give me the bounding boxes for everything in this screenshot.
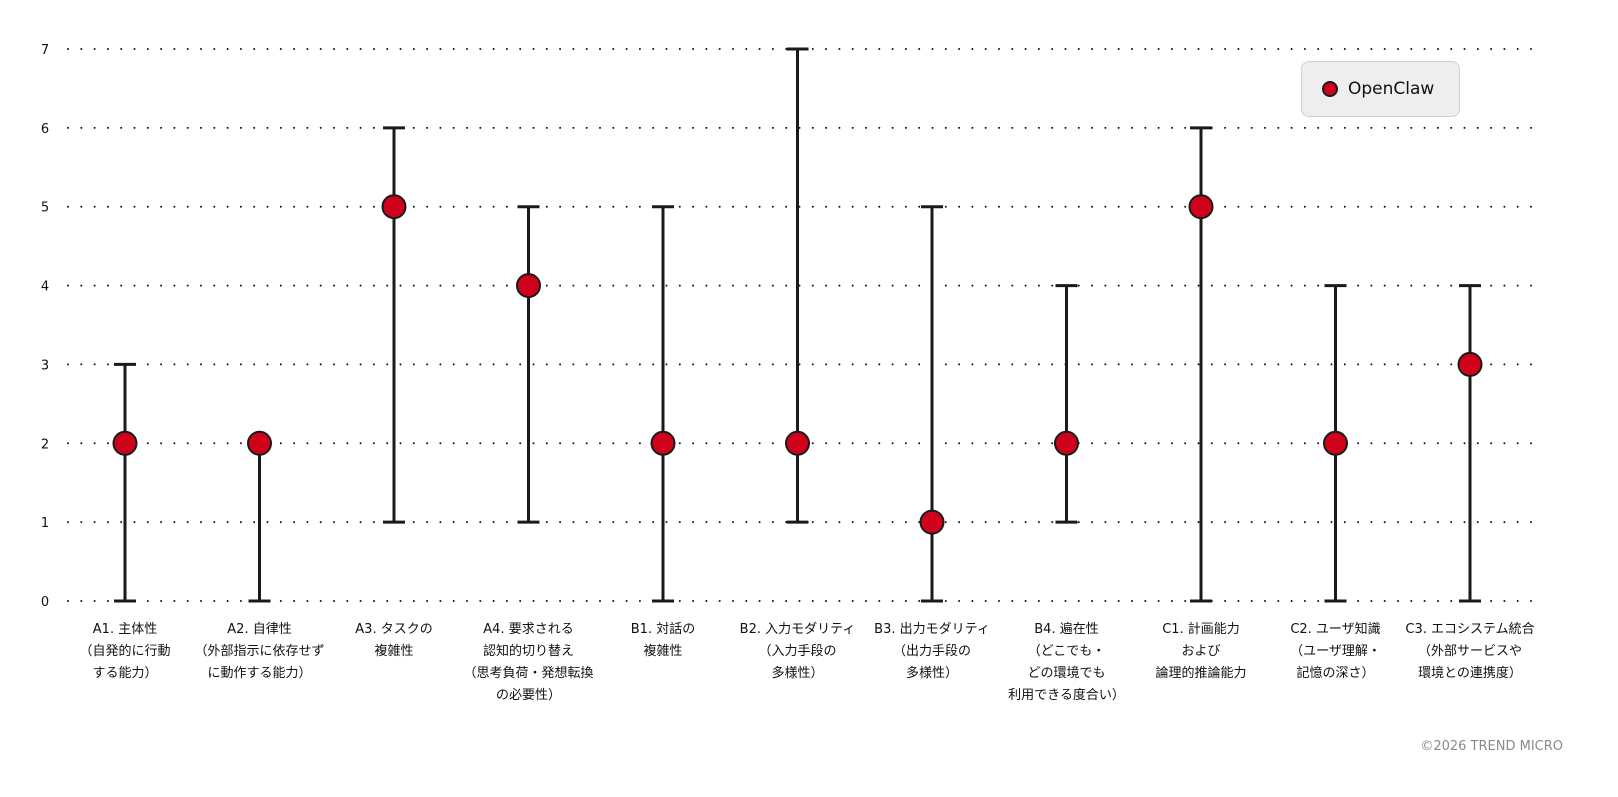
y-tick-label: 7 [41, 43, 49, 58]
data-point [1054, 430, 1079, 456]
x-tick-label-line: 記憶の深さ） [1296, 666, 1375, 681]
copyright: ©2026 TREND MICRO [1420, 739, 1563, 754]
x-tick-label-line: （自発的に行動 [79, 644, 171, 659]
x-tick-label-line: 論理的推論能力 [1155, 666, 1247, 681]
x-tick-label-line: B2. 入力モダリティ [739, 622, 856, 637]
x-tick-label: A1. 主体性 （自発的に行動 する能力） [55, 619, 195, 685]
y-tick-label: 4 [41, 280, 49, 295]
x-tick-label-line: 認知的切り替え [482, 644, 574, 659]
x-tick-label-line: （入力手段の [758, 644, 837, 659]
x-tick-label: C3. エコシステム統合 （外部サービスや 環境との連携度） [1400, 619, 1540, 685]
y-tick-label: 5 [41, 201, 49, 216]
legend-label: OpenClaw [1348, 79, 1435, 99]
x-tick-label: B1. 対話の 複雑性 [593, 619, 733, 663]
y-tick-label: 1 [41, 516, 49, 531]
x-tick-label-line: A1. 主体性 [92, 622, 158, 637]
x-tick-label: A4. 要求される 認知的切り替え （思考負荷・発想転換 の必要性） [459, 619, 599, 707]
x-tick-label-line: C2. ユーザ知識 [1290, 622, 1381, 637]
x-tick-label-line: 多様性） [905, 666, 958, 681]
x-tick-label-line: に動作する能力） [207, 666, 312, 681]
legend: OpenClaw [1301, 61, 1460, 117]
data-point [516, 273, 541, 299]
y-tick-label: 3 [41, 358, 49, 373]
x-tick-label-line: C1. 計画能力 [1162, 622, 1240, 637]
data-point [381, 194, 407, 220]
data-point [247, 430, 272, 456]
x-tick-label-line: の必要性） [495, 688, 561, 703]
x-tick-label-line: B1. 対話の [630, 622, 696, 637]
x-tick-label: A2. 自律性 （外部指示に依存せず に動作する能力） [190, 619, 330, 685]
data-point [1457, 351, 1483, 377]
x-tick-label-line: および [1181, 644, 1221, 659]
x-tick-label-line: A2. 自律性 [227, 622, 292, 637]
x-tick-label-line: B4. 遍在性 [1034, 622, 1099, 637]
x-tick-label-line: （外部指示に依存せず [194, 644, 325, 659]
data-point [112, 430, 138, 456]
x-tick-label-line: 環境との連携度） [1418, 666, 1522, 681]
x-tick-label-line: 多様性） [771, 666, 824, 681]
x-tick-label-line: B3. 出力モダリティ [874, 622, 990, 637]
x-tick-label-line: （思考負荷・発想転換 [463, 666, 594, 681]
y-tick-label: 2 [41, 437, 49, 452]
y-tick-label: 6 [41, 122, 49, 137]
y-tick-label: 0 [41, 595, 49, 610]
data-point [1188, 194, 1214, 220]
legend-marker-icon [1322, 81, 1338, 97]
x-tick-label-line: A3. タスクの [355, 622, 433, 637]
x-tick-label-line: する能力） [92, 666, 158, 681]
x-tick-label-line: C3. エコシステム統合 [1405, 622, 1535, 637]
x-tick-label-line: どの環境でも [1027, 666, 1106, 681]
x-tick-label-line: （外部サービスや [1417, 644, 1522, 659]
x-tick-label: B3. 出力モダリティ （出力手段の 多様性） [862, 619, 1002, 685]
data-point [919, 509, 945, 535]
x-tick-label-line: A4. 要求される [483, 622, 574, 637]
x-tick-label: C2. ユーザ知識 （ユーザ理解・ 記憶の深さ） [1266, 619, 1406, 685]
x-tick-label-line: 複雑性 [374, 644, 414, 659]
data-point [650, 430, 676, 456]
x-tick-label-line: （どこでも・ [1027, 644, 1106, 659]
x-tick-label: C1. 計画能力 および論理的推論能力 [1131, 619, 1271, 685]
x-tick-label-line: 複雑性 [643, 644, 683, 659]
data-point [785, 430, 810, 456]
x-tick-label: B2. 入力モダリティ （入力手段の 多様性） [728, 619, 868, 685]
x-tick-label-line: （出力手段の [892, 644, 971, 659]
x-tick-label-line: （ユーザ理解・ [1290, 644, 1381, 659]
x-tick-label: A3. タスクの 複雑性 [324, 619, 464, 663]
x-tick-label-line: 利用できる度合い） [1008, 688, 1125, 703]
x-tick-label: B4. 遍在性 （どこでも・ どの環境でも利用できる度合い） [997, 619, 1137, 707]
data-point [1323, 430, 1348, 456]
